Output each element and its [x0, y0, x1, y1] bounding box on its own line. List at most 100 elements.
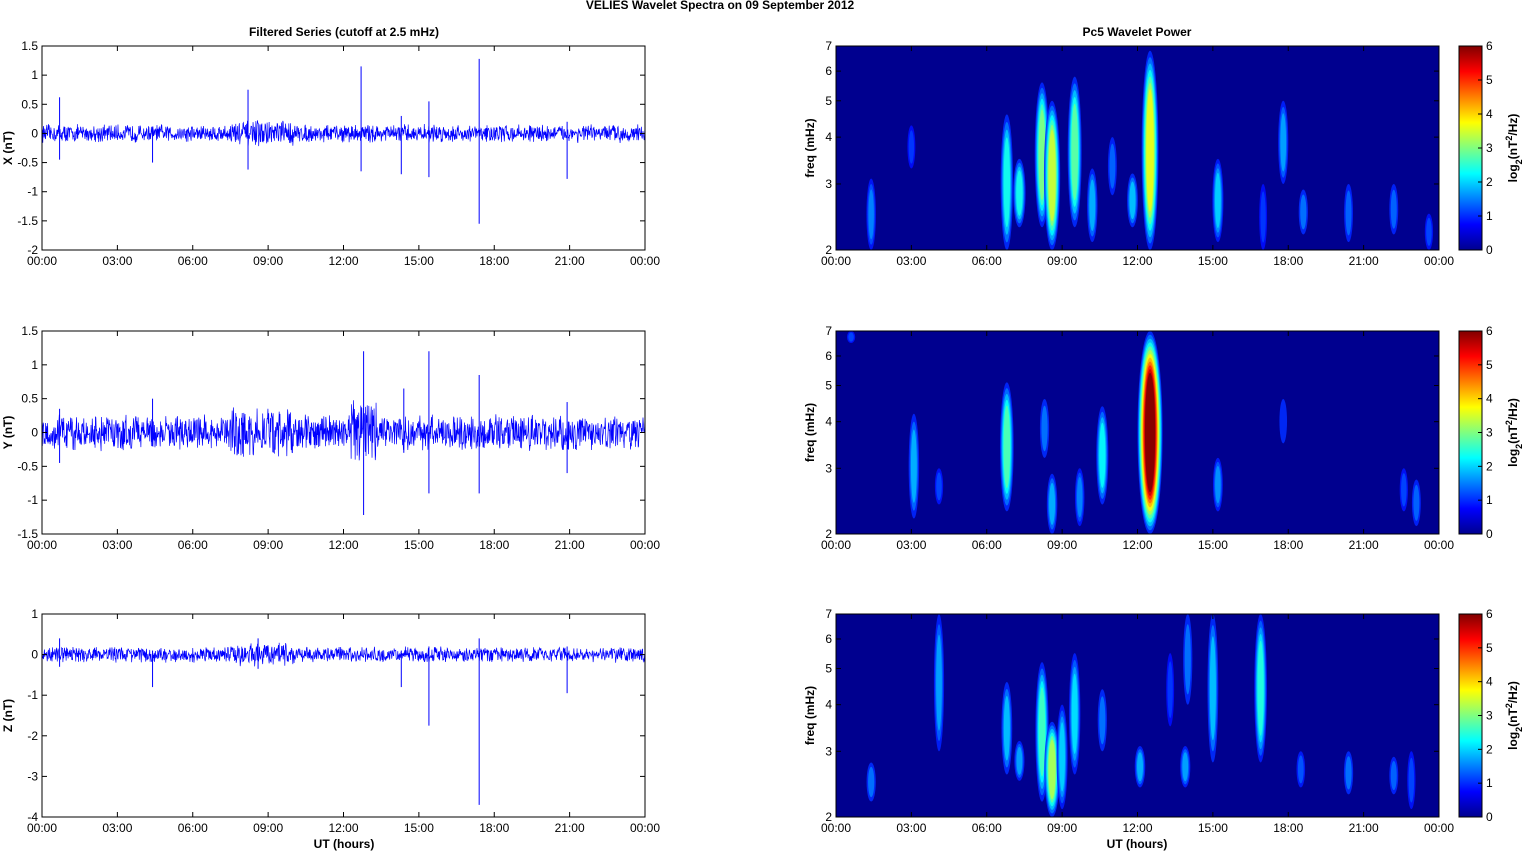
- y-tick-label: 4: [825, 130, 832, 144]
- power-blob: [1003, 137, 1011, 228]
- x-tick-label: 03:00: [102, 254, 132, 268]
- colorbar-tick-label: 1: [1486, 493, 1493, 507]
- right-column-title: Pc5 Wavelet Power: [1083, 25, 1192, 39]
- power-blob: [1048, 739, 1056, 800]
- power-blob: [1280, 113, 1287, 172]
- power-blob: [1071, 103, 1079, 201]
- y-tick-label: 7: [825, 324, 832, 338]
- x-tick-label: 12:00: [1122, 538, 1152, 552]
- colorbar-tick-label: 6: [1486, 324, 1493, 338]
- x-tick-label: 12:00: [328, 254, 358, 268]
- x-tick-label: 18:00: [1273, 538, 1303, 552]
- colorbar-tick-label: 1: [1486, 776, 1493, 790]
- x-tick-label: 18:00: [479, 538, 509, 552]
- power-blob: [1059, 722, 1065, 792]
- power-blob: [1408, 757, 1415, 803]
- x-tick-label: 15:00: [1198, 821, 1228, 835]
- x-tick-label: 03:00: [896, 821, 926, 835]
- x-tick-label: 06:00: [972, 538, 1002, 552]
- power-blob: [1099, 696, 1106, 745]
- y-tick-label: -0.5: [17, 156, 38, 170]
- x-tick-label: 09:00: [1047, 538, 1077, 552]
- power-blob: [868, 766, 875, 798]
- x-tick-label: 21:00: [1349, 254, 1379, 268]
- figure-title: VELIES Wavelet Spectra on 09 September 2…: [586, 0, 855, 12]
- x-tick-label: 00:00: [821, 821, 851, 835]
- power-blob: [1038, 109, 1046, 201]
- power-blob: [1184, 624, 1191, 695]
- x-tick-label: 15:00: [404, 821, 434, 835]
- y-tick-label: 0: [31, 126, 38, 140]
- y-tick-label: -1: [27, 493, 38, 507]
- y-tick-label: 1: [31, 68, 38, 82]
- x-tick-label: 03:00: [896, 254, 926, 268]
- power-blob: [1390, 761, 1397, 791]
- y-tick-label: 4: [825, 698, 832, 712]
- x-tick-label: 00:00: [27, 254, 57, 268]
- colorbar-tick-label: 5: [1486, 73, 1493, 87]
- power-blob: [1345, 190, 1352, 236]
- y-tick-label: 1: [31, 607, 38, 621]
- power-blob: [1016, 170, 1023, 216]
- power-blob: [1297, 755, 1304, 784]
- x-tick-label: 03:00: [102, 538, 132, 552]
- x-tick-label: 21:00: [1349, 538, 1379, 552]
- y-tick-label: 0: [31, 426, 38, 440]
- x-tick-label: 21:00: [1349, 821, 1379, 835]
- y-axis-label: Z (nT): [1, 699, 15, 732]
- colorbar-label: log2(nT2/Hz): [1504, 114, 1522, 183]
- power-blob: [1215, 465, 1221, 504]
- x-tick-label: 12:00: [1122, 821, 1152, 835]
- colorbar-tick-label: 4: [1486, 107, 1493, 121]
- x-tick-label: 06:00: [178, 538, 208, 552]
- series-trace: [41, 400, 646, 461]
- series-x-panel: -2 -1.5 -1 -0.5 0 0.5 1 1.5 00:00 03:00 06:00 09:00…: [1, 39, 660, 268]
- colorbar-tick-label: 0: [1486, 527, 1493, 541]
- power-blob: [1345, 756, 1352, 790]
- y-tick-label: 2: [825, 243, 832, 257]
- y-tick-label: 5: [825, 379, 832, 393]
- x-tick-label: 21:00: [555, 821, 585, 835]
- y-tick-label: 3: [825, 461, 832, 475]
- y-tick-label: 6: [825, 349, 832, 363]
- power-blob: [1300, 194, 1307, 230]
- power-blob: [1279, 399, 1288, 444]
- colorbar-tick-label: 3: [1486, 141, 1493, 155]
- x-tick-label: 09:00: [253, 538, 283, 552]
- y-tick-label: -0.5: [17, 459, 38, 473]
- x-tick-label: 03:00: [102, 821, 132, 835]
- y-tick-label: 1: [31, 358, 38, 372]
- heatmap-background: [836, 46, 1439, 250]
- x-tick-label: 09:00: [1047, 821, 1077, 835]
- y-tick-label: -3: [27, 769, 38, 783]
- wavelet-z-panel: 2 3 4 5 6 7 00:00 03:00 06:00 09:00 12:00 15:00 18:0…: [803, 607, 1522, 835]
- y-tick-label: 2: [825, 810, 832, 824]
- x-tick-label: 00:00: [27, 821, 57, 835]
- colorbar-tick-label: 1: [1486, 209, 1493, 223]
- y-tick-label: 5: [825, 662, 832, 676]
- x-tick-label: 21:00: [555, 538, 585, 552]
- x-tick-label: 15:00: [1198, 254, 1228, 268]
- colorbar-tick-label: 5: [1486, 641, 1493, 655]
- power-blob: [1129, 181, 1136, 220]
- x-tick-label: 15:00: [1198, 538, 1228, 552]
- colorbar-tick-label: 2: [1486, 459, 1493, 473]
- series-trace: [41, 642, 646, 667]
- y-tick-label: 4: [825, 415, 832, 429]
- power-blob: [1167, 661, 1173, 719]
- x-tick-label: 00:00: [630, 254, 660, 268]
- x-tick-label: 12:00: [328, 821, 358, 835]
- x-tick-label: 18:00: [479, 821, 509, 835]
- x-tick-label: 00:00: [1424, 538, 1454, 552]
- y-tick-label: 0.5: [21, 97, 38, 111]
- y-tick-label: 7: [825, 607, 832, 621]
- x-tick-label: 15:00: [404, 254, 434, 268]
- x-tick-label: 06:00: [178, 821, 208, 835]
- y-tick-label: 0.5: [21, 392, 38, 406]
- colorbar-tick-label: 2: [1486, 175, 1493, 189]
- wavelet-y-panel: 2 3 4 5 6 7 00:00 03:00 06:00 09:00 12:00 15:00 18:0…: [803, 324, 1522, 552]
- x-tick-label: 15:00: [404, 538, 434, 552]
- y-tick-label: -1.5: [17, 527, 38, 541]
- y-tick-label: 5: [825, 94, 832, 108]
